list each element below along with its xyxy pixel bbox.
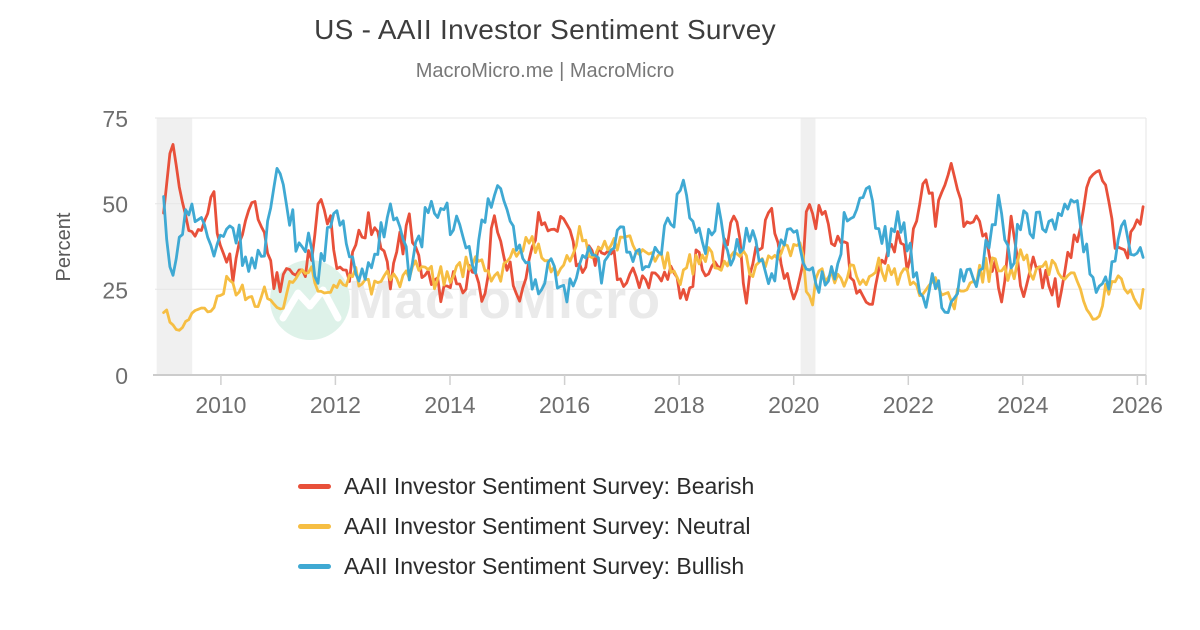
watermark-logo-mountain-icon (279, 286, 342, 322)
x-tick-label: 2012 (310, 392, 361, 418)
series-line-bearish[interactable] (162, 143, 1145, 308)
legend-item-bearish[interactable]: AAII Investor Sentiment Survey: Bearish (298, 471, 754, 502)
legend-label-neutral: AAII Investor Sentiment Survey: Neutral (344, 513, 751, 539)
legend-item-neutral[interactable]: AAII Investor Sentiment Survey: Neutral (298, 511, 754, 542)
y-tick-label: 25 (102, 277, 128, 303)
chart-legend: AAII Investor Sentiment Survey: Bearish … (298, 471, 754, 582)
legend-item-bullish[interactable]: AAII Investor Sentiment Survey: Bullish (298, 551, 754, 582)
x-tick-label: 2010 (195, 392, 246, 418)
watermark-logo-icon (270, 260, 350, 340)
chart-subtitle: MacroMicro.me | MacroMicro (415, 60, 675, 82)
y-axis-title: Percent (53, 212, 75, 281)
x-tick-label: 2014 (424, 392, 475, 418)
watermark: MacroMicro (270, 260, 661, 340)
chart-title: US - AAII Investor Sentiment Survey (314, 14, 776, 45)
recession-band (800, 118, 816, 374)
series-line-bullish[interactable] (162, 167, 1145, 314)
legend-marker-bullish-icon (298, 564, 331, 569)
legend-label-bearish: AAII Investor Sentiment Survey: Bearish (344, 473, 755, 499)
legend-marker-bearish-icon (298, 484, 331, 489)
watermark-text: MacroMicro (348, 270, 661, 330)
y-tick-label: 75 (102, 106, 128, 132)
x-tick-label: 2020 (768, 392, 819, 418)
y-tick-label: 50 (102, 192, 128, 218)
x-tick-label: 2026 (1112, 392, 1163, 418)
y-tick-label: 0 (115, 363, 128, 389)
sentiment-line-chart[interactable]: MacroMicro 2010 2012 2014 2016 2018 2020 2022 20… (0, 0, 1200, 460)
x-tick-label: 2016 (539, 392, 590, 418)
x-tick-label: 2024 (997, 392, 1048, 418)
legend-marker-neutral-icon (298, 524, 331, 529)
x-tick-label: 2018 (654, 392, 705, 418)
x-tick-label: 2022 (883, 392, 934, 418)
legend-label-bullish: AAII Investor Sentiment Survey: Bullish (344, 553, 745, 579)
